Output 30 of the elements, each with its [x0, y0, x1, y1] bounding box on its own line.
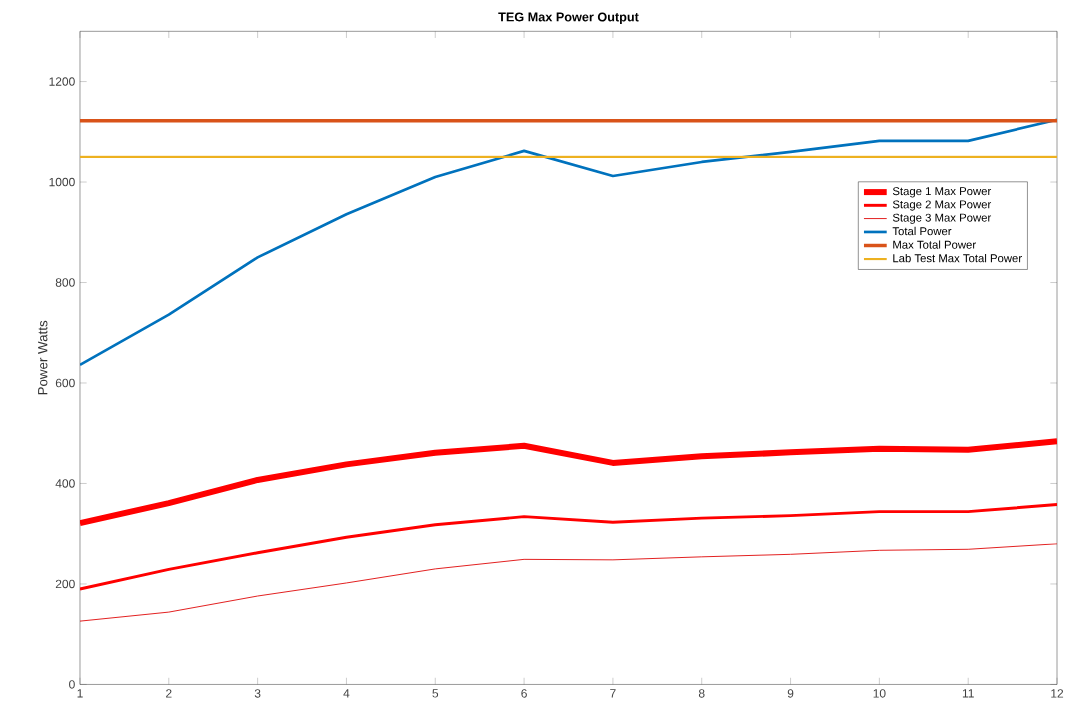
legend-label: Stage 3 Max Power	[892, 213, 992, 224]
line-series	[79, 118, 1058, 367]
legend-label: Max Total Power	[893, 240, 976, 249]
y-tick-label: 1200	[49, 77, 75, 86]
x-tick-label: 11	[962, 688, 974, 698]
x-tick-label: 8	[698, 688, 705, 698]
x-tick-label: 4	[343, 688, 350, 698]
y-tick-label: 0	[69, 679, 75, 689]
x-tick-label: 10	[873, 688, 886, 698]
legend-label: Stage 1 Max Power	[892, 186, 992, 198]
x-tick-label: 3	[254, 688, 261, 698]
y-tick-label: 400	[55, 479, 75, 488]
chart-title: TEG Max Power Output	[498, 12, 639, 24]
x-tick-label: 7	[610, 688, 616, 698]
y-axis-title: Power Watts	[38, 320, 48, 395]
x-tick-label: 12	[1051, 688, 1064, 698]
x-tick-label: 5	[432, 688, 439, 698]
y-tick-label: 600	[55, 378, 75, 388]
x-tick-label: 6	[521, 688, 527, 698]
line-series	[79, 543, 1058, 622]
legend-label: Stage 2 Max Power	[892, 200, 992, 211]
x-tick-label: 9	[787, 688, 794, 698]
legend-label: Total Power	[892, 226, 952, 235]
line-series	[79, 502, 1058, 591]
x-tick-label: 1	[77, 688, 83, 698]
y-tick-label: 1000	[49, 177, 75, 187]
y-tick-label: 200	[55, 579, 75, 588]
y-tick-label: 800	[55, 278, 75, 287]
x-tick-label: 2	[166, 688, 172, 698]
legend-label: Lab Test Max Total Power	[893, 253, 1022, 263]
